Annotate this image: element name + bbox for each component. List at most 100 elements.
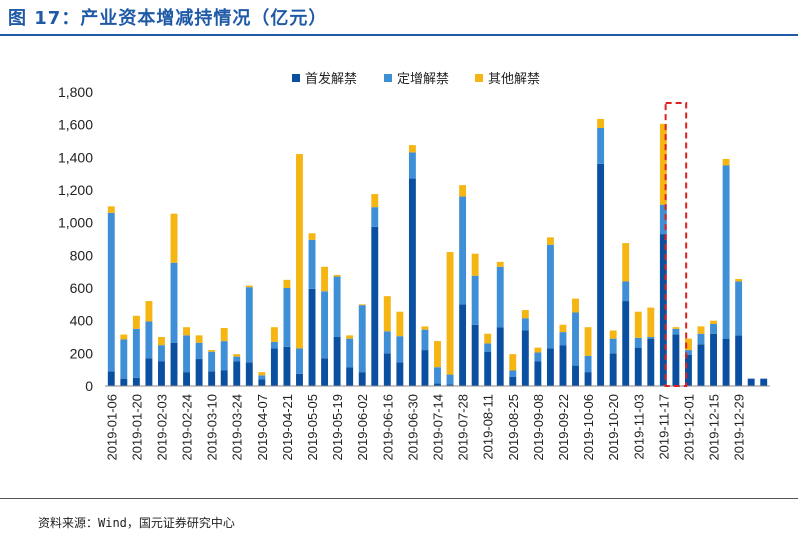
x-tick-label: 2019-10-20 (606, 394, 621, 461)
bar-segment (183, 335, 191, 373)
bar-segment (333, 337, 341, 386)
footer-rule (0, 498, 798, 499)
legend-swatch (292, 74, 300, 82)
bar-segment (509, 370, 517, 378)
bar-segment (208, 371, 216, 386)
bar-segment (396, 362, 404, 386)
bar-segment (509, 377, 517, 386)
bar-segment (710, 320, 717, 324)
bar-segment (459, 196, 467, 305)
bar-segment (634, 337, 642, 348)
bar-segment (634, 347, 642, 386)
bar-segment (722, 158, 730, 166)
y-tick-label: 600 (70, 280, 94, 296)
x-tick-label: 2019-08-25 (506, 394, 521, 461)
bar-segment (308, 233, 316, 240)
x-tick-label: 2019-08-11 (481, 394, 496, 460)
bar-segment (220, 341, 228, 371)
bar-segment (622, 281, 630, 302)
bar-segment (296, 373, 303, 386)
bar-segment (496, 261, 504, 267)
bar-segment (735, 335, 743, 386)
bar-segment (170, 342, 178, 386)
bar-segment (346, 367, 354, 386)
bar-segment (735, 281, 743, 336)
highlight-box (664, 102, 688, 387)
x-tick-label: 2019-03-24 (230, 394, 245, 461)
x-tick-label: 2019-09-22 (556, 394, 571, 461)
bar-segment (659, 234, 667, 386)
y-tick-label: 1,200 (58, 182, 93, 198)
bar-segment (145, 301, 153, 322)
x-tick-label: 2019-01-20 (129, 394, 144, 461)
bar-segment (371, 226, 379, 386)
bar-segment (559, 324, 567, 333)
bar-segment (396, 336, 404, 363)
bar-segment (647, 338, 655, 386)
bar-segment (421, 350, 429, 386)
bar-segment (697, 333, 705, 345)
bar-segment (170, 262, 178, 343)
bar-segment (559, 345, 567, 386)
bar-segment (383, 296, 391, 332)
bar-segment (484, 343, 492, 352)
bar-segment (195, 359, 203, 386)
bar-segment (546, 348, 554, 386)
bar-segment (735, 279, 743, 282)
y-tick-label: 200 (70, 345, 94, 361)
bar-segment (346, 335, 354, 339)
x-tick-label: 2019-04-21 (280, 394, 295, 461)
bar-segment (383, 331, 391, 354)
x-tick-label: 2019-11-17 (656, 394, 671, 460)
bar-segment (521, 310, 529, 319)
bar-segment (296, 154, 303, 349)
bar-segment (697, 344, 705, 386)
bar-segment (710, 323, 717, 334)
bar-segment (296, 348, 303, 374)
bar-segment (584, 327, 592, 356)
bar-segment (747, 378, 755, 386)
y-tick-label: 0 (85, 378, 93, 394)
chart-legend: 首发解禁 定增解禁 其他解禁 (292, 71, 540, 86)
bar-segment (120, 339, 128, 379)
bar-segment (408, 145, 416, 153)
bar-segment (371, 207, 379, 227)
y-axis: 0 200 400 600 800 1,000 1,200 1,400 1,600 1,800 (58, 84, 93, 394)
legend-label: 其他解禁 (488, 71, 540, 86)
bar-segment (471, 253, 479, 276)
x-tick-label: 2019-06-16 (380, 394, 395, 461)
y-tick-label: 1,600 (58, 117, 93, 133)
bar-segment (358, 304, 366, 306)
bar-segment (270, 348, 278, 386)
x-tick-label: 2019-06-30 (405, 394, 420, 461)
bar-segment (258, 375, 266, 380)
bar-segment (107, 212, 115, 372)
bar-segment (684, 350, 692, 355)
bar-segment (672, 328, 680, 335)
bar-segment (421, 329, 429, 351)
x-tick-label: 2019-07-14 (431, 394, 446, 461)
bar-segment (521, 318, 529, 331)
bar-segment (170, 213, 178, 263)
legend-label: 首发解禁 (305, 71, 357, 86)
highlight-rect (664, 102, 688, 387)
bar-segment (195, 335, 203, 343)
y-tick-label: 800 (70, 247, 94, 263)
bar-segment (534, 352, 542, 362)
bar-segment (459, 185, 467, 197)
bar-segment (107, 371, 115, 386)
bar-segment (333, 276, 341, 337)
bar-segment (434, 367, 441, 384)
bar-segment (270, 327, 278, 342)
bar-segment (597, 118, 605, 128)
bar-segment (584, 372, 592, 386)
bar-segment (358, 305, 366, 373)
bar-segment (233, 354, 241, 357)
bar-segment (358, 372, 366, 386)
y-tick-label: 400 (70, 313, 94, 329)
stacked-bar-chart: 首发解禁 定增解禁 其他解禁 0 200 400 600 800 1,000 1,200 1,40… (58, 71, 770, 461)
bar-segment (484, 333, 492, 344)
bar-segment (132, 377, 140, 386)
bar-segment (270, 341, 278, 349)
x-tick-label: 2019-11-03 (631, 394, 646, 460)
